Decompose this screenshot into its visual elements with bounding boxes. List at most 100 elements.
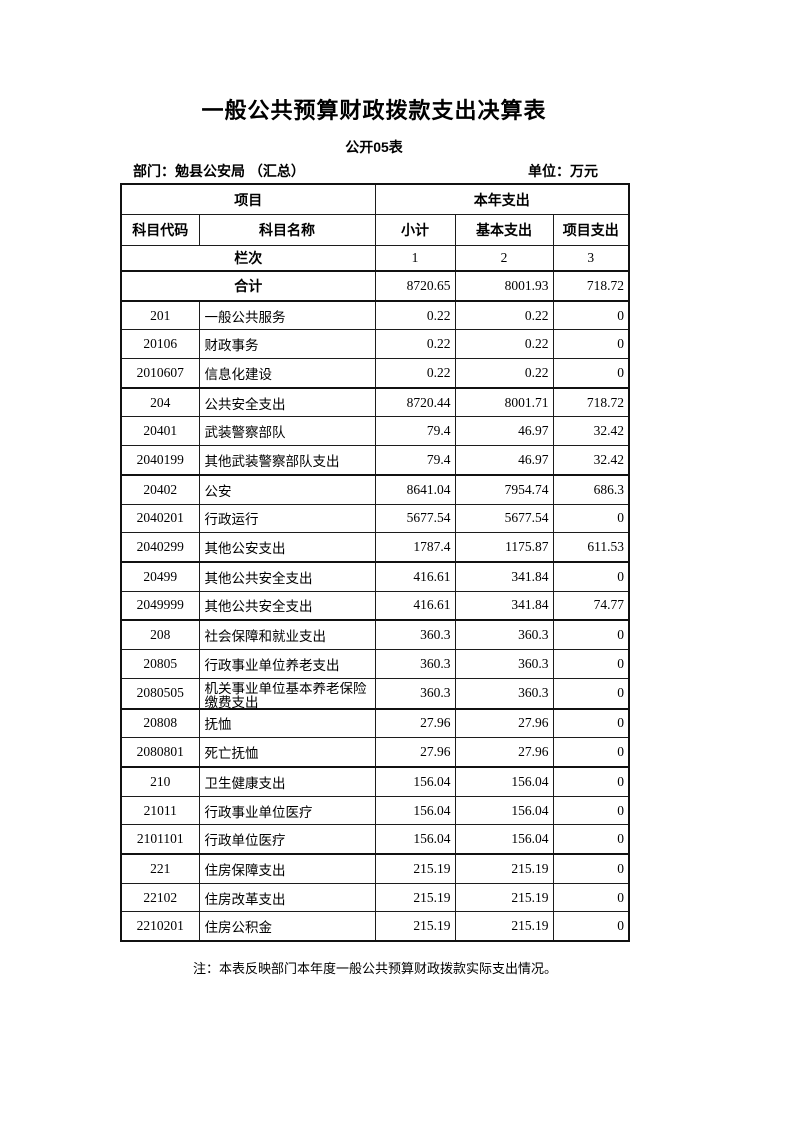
subtotal-cell: 0.22 <box>374 358 456 389</box>
subject-name-text: 公共安全支出 <box>204 396 286 412</box>
basic-expenditure-cell: 360.3 <box>454 648 554 679</box>
subtotal-cell: 215.19 <box>374 882 456 913</box>
subject-name-text: 其他公共安全支出 <box>204 599 313 615</box>
project-expenditure-cell: 0 <box>552 358 630 389</box>
basic-expenditure-cell: 156.04 <box>454 824 554 855</box>
subject-name-cell: 其他公共安全支出 <box>198 560 376 592</box>
table-row: 20106 财政事务 0.22 0.22 0 <box>120 329 630 360</box>
subject-name-text: 机关事业单位基本养老保险缴费支出 <box>204 681 367 708</box>
subject-name-text: 一般公共服务 <box>204 309 286 325</box>
project-expenditure-cell: 0 <box>552 560 630 592</box>
table-row: 2049999 其他公共安全支出 416.61 341.84 74.77 <box>120 590 630 621</box>
subject-code-cell: 20805 <box>120 648 200 679</box>
basic-expenditure-cell: 7954.74 <box>454 473 554 505</box>
table-row: 20805 行政事业单位养老支出 360.3 360.3 0 <box>120 648 630 679</box>
basic-expenditure-cell: 5677.54 <box>454 503 554 534</box>
subject-name-text: 行政单位医疗 <box>204 833 286 849</box>
subject-name-text: 信息化建设 <box>204 366 273 382</box>
subject-code-cell: 2049999 <box>120 590 200 621</box>
subject-code-cell: 2040201 <box>120 503 200 534</box>
project-expenditure-cell: 0 <box>552 853 630 884</box>
subject-name-text: 卫生健康支出 <box>204 775 286 791</box>
subject-code-cell: 2101101 <box>120 824 200 855</box>
subtotal-cell: 360.3 <box>374 648 456 679</box>
basic-expenditure-cell: 0.22 <box>454 329 554 360</box>
table-row: 22102 住房改革支出 215.19 215.19 0 <box>120 882 630 913</box>
subject-name-cell: 行政事业单位医疗 <box>198 795 376 826</box>
basic-expenditure-cell: 1175.87 <box>454 532 554 563</box>
table-row: 20402 公安 8641.04 7954.74 686.3 <box>120 473 630 505</box>
basic-expenditure-cell: 0.22 <box>454 299 554 331</box>
page-subtitle: 公开05表 <box>345 139 403 155</box>
header-project-expenditure: 项目支出 <box>552 214 630 246</box>
subject-code-cell: 20401 <box>120 416 200 447</box>
subtotal-cell: 27.96 <box>374 707 456 739</box>
subject-name-text: 死亡抚恤 <box>204 746 259 762</box>
subject-name-text: 公安 <box>204 483 232 499</box>
budget-table: 项目 本年支出 科目代码 科目名称 小计 基本支出 项目支出 栏次 1 2 3 <box>120 183 631 943</box>
subject-code-cell: 22102 <box>120 882 200 913</box>
subject-name-text: 武装警察部队 <box>204 425 286 441</box>
table-row: 204 公共安全支出 8720.44 8001.71 718.72 <box>120 386 630 418</box>
subject-name-text: 行政运行 <box>204 512 259 528</box>
subtotal-cell: 360.3 <box>374 677 456 710</box>
total-row: 合计 8720.65 8001.93 718.72 <box>120 270 630 302</box>
project-expenditure-cell: 0 <box>552 737 630 768</box>
basic-expenditure-cell: 341.84 <box>454 560 554 592</box>
column-index-1: 1 <box>374 245 456 272</box>
header-row-groups: 项目 本年支出 <box>120 183 630 215</box>
subject-name-cell: 死亡抚恤 <box>198 737 376 768</box>
table-row: 20808 抚恤 27.96 27.96 0 <box>120 707 630 739</box>
subtotal-cell: 8720.44 <box>374 386 456 418</box>
footnote: 注：本表反映部门本年度一般公共预算财政拨款实际支出情况。 <box>193 961 558 977</box>
subject-name-text: 住房改革支出 <box>204 891 286 907</box>
basic-expenditure-cell: 46.97 <box>454 445 554 476</box>
unit-label: 单位：万元 <box>528 163 598 179</box>
subtotal-cell: 0.22 <box>374 329 456 360</box>
subtotal-cell: 79.4 <box>374 416 456 447</box>
basic-expenditure-cell: 215.19 <box>454 911 554 942</box>
table-row: 2101101 行政单位医疗 156.04 156.04 0 <box>120 824 630 855</box>
subject-name-text: 住房保障支出 <box>204 862 286 878</box>
subject-name-cell: 抚恤 <box>198 707 376 739</box>
basic-expenditure-cell: 27.96 <box>454 737 554 768</box>
subject-code-cell: 2210201 <box>120 911 200 942</box>
subject-name-cell: 其他公安支出 <box>198 532 376 563</box>
table-row: 2210201 住房公积金 215.19 215.19 0 <box>120 911 630 942</box>
table-row: 2080505 机关事业单位基本养老保险缴费支出 360.3 360.3 0 <box>120 677 630 710</box>
subtotal-cell: 0.22 <box>374 299 456 331</box>
header-row-columns: 科目代码 科目名称 小计 基本支出 项目支出 <box>120 214 630 246</box>
table-row: 208 社会保障和就业支出 360.3 360.3 0 <box>120 619 630 650</box>
subject-name-text: 其他公共安全支出 <box>204 570 313 586</box>
column-index-label: 栏次 <box>120 245 376 272</box>
project-expenditure-cell: 32.42 <box>552 445 630 476</box>
basic-expenditure-cell: 8001.71 <box>454 386 554 418</box>
subject-code-cell: 20106 <box>120 329 200 360</box>
project-expenditure-cell: 0 <box>552 648 630 679</box>
basic-expenditure-cell: 46.97 <box>454 416 554 447</box>
subject-name-text: 抚恤 <box>204 717 232 733</box>
subject-code-cell: 204 <box>120 386 200 418</box>
subject-name-text: 财政事务 <box>204 338 259 354</box>
subject-name-text: 行政事业单位养老支出 <box>204 657 340 673</box>
basic-expenditure-cell: 360.3 <box>454 677 554 710</box>
subject-name-text: 住房公积金 <box>204 920 273 936</box>
subject-name-text: 其他武装警察部队支出 <box>204 453 340 469</box>
subject-code-cell: 21011 <box>120 795 200 826</box>
subtotal-cell: 156.04 <box>374 795 456 826</box>
total-subtotal-cell: 8720.65 <box>374 270 456 302</box>
subject-code-cell: 201 <box>120 299 200 331</box>
subtotal-cell: 1787.4 <box>374 532 456 563</box>
header-subject-code: 科目代码 <box>120 214 200 246</box>
subtotal-cell: 8641.04 <box>374 473 456 505</box>
subject-code-cell: 2040299 <box>120 532 200 563</box>
subject-name-cell: 机关事业单位基本养老保险缴费支出 <box>198 677 376 710</box>
subject-code-cell: 2080801 <box>120 737 200 768</box>
basic-expenditure-cell: 27.96 <box>454 707 554 739</box>
subtotal-cell: 156.04 <box>374 765 456 797</box>
project-expenditure-cell: 0 <box>552 299 630 331</box>
subject-code-cell: 20402 <box>120 473 200 505</box>
project-expenditure-cell: 0 <box>552 824 630 855</box>
meta-line: 部门：勉县公安局 （汇总） 单位：万元 <box>120 161 628 181</box>
